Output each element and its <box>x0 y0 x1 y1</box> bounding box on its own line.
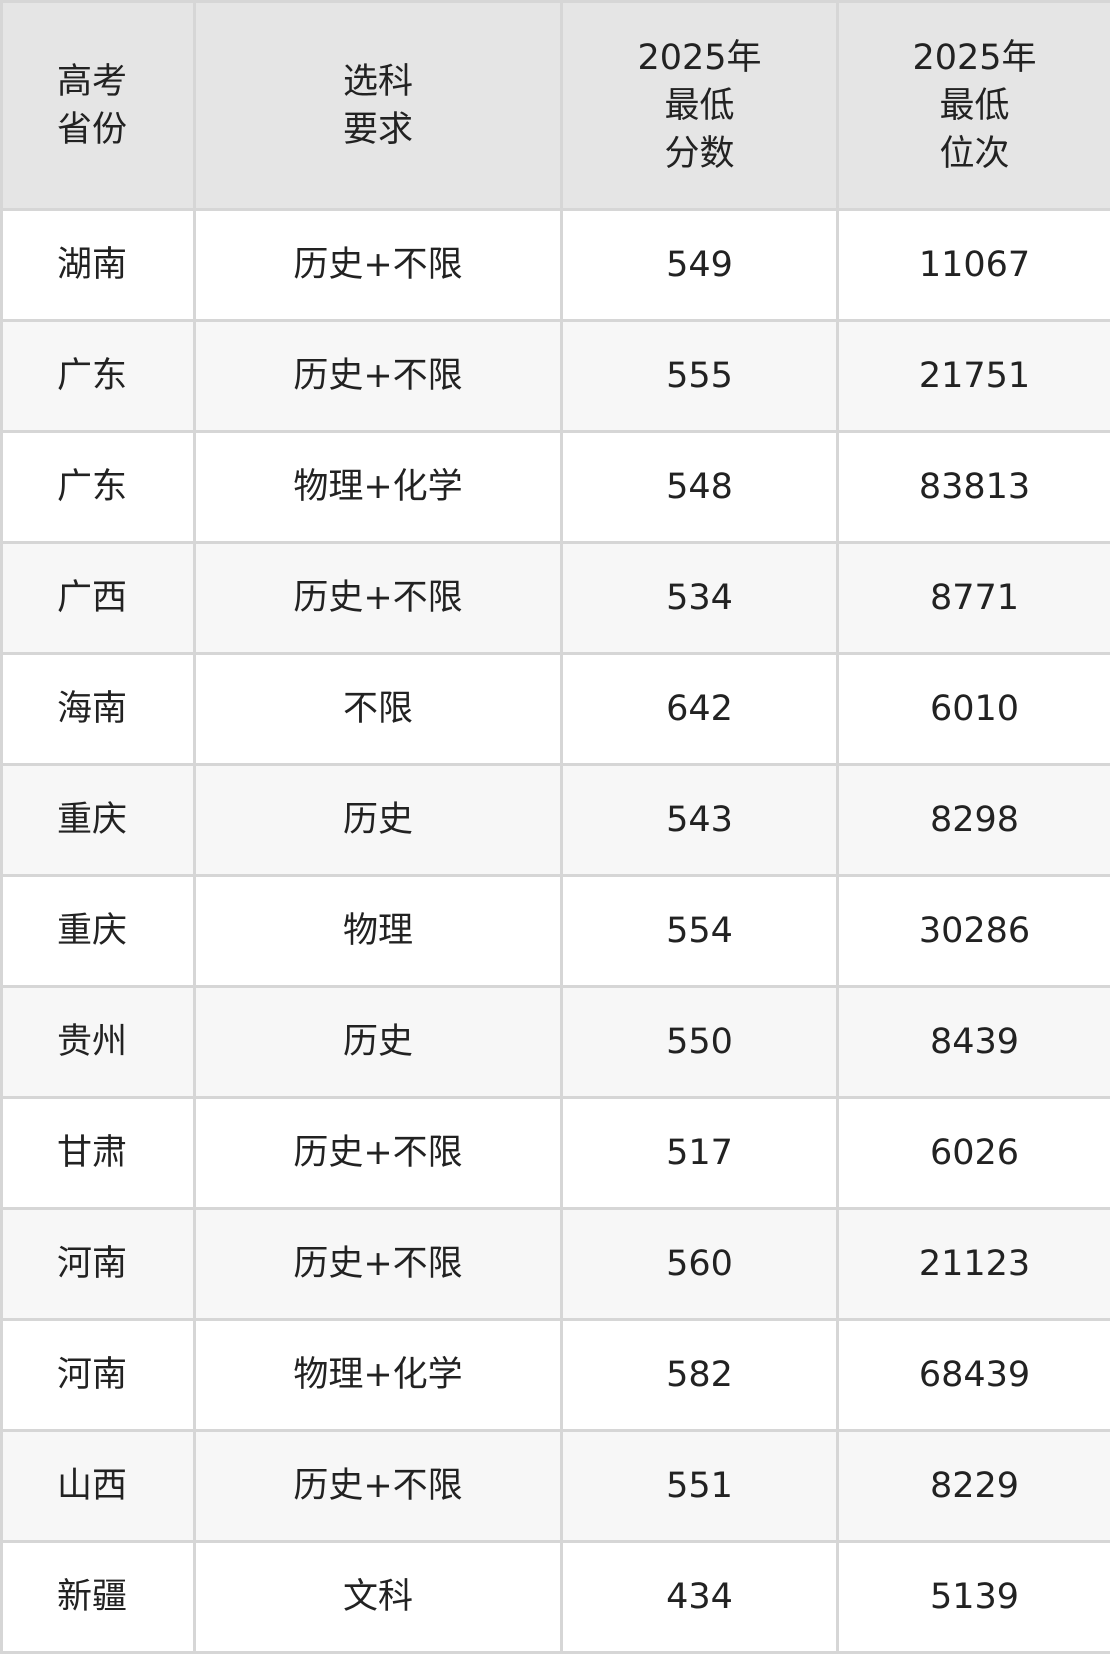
min-score-cell: 554 <box>562 876 838 987</box>
province-cell: 广西 <box>2 543 195 654</box>
min-score-cell: 549 <box>562 210 838 321</box>
min-score-cell: 517 <box>562 1098 838 1209</box>
min-score-cell: 534 <box>562 543 838 654</box>
province-cell: 重庆 <box>2 876 195 987</box>
subject-cell: 物理+化学 <box>195 432 562 543</box>
subject-cell: 历史+不限 <box>195 321 562 432</box>
min-rank-cell: 5139 <box>838 1542 1110 1653</box>
province-cell: 河南 <box>2 1209 195 1320</box>
min-rank-cell: 8439 <box>838 987 1110 1098</box>
subject-cell: 历史+不限 <box>195 210 562 321</box>
province-cell: 河南 <box>2 1320 195 1431</box>
subject-cell: 文科 <box>195 1542 562 1653</box>
min-rank-cell: 83813 <box>838 432 1110 543</box>
header-row: 高考 省份 选科 要求 2025年 最低 分数 2025年 最低 位次 <box>2 2 1110 210</box>
header-min-score: 2025年 最低 分数 <box>562 2 838 210</box>
province-cell: 海南 <box>2 654 195 765</box>
min-rank-cell: 68439 <box>838 1320 1110 1431</box>
header-min-rank: 2025年 最低 位次 <box>838 2 1110 210</box>
province-cell: 重庆 <box>2 765 195 876</box>
min-score-cell: 642 <box>562 654 838 765</box>
province-cell: 山西 <box>2 1431 195 1542</box>
subject-cell: 物理+化学 <box>195 1320 562 1431</box>
min-score-cell: 434 <box>562 1542 838 1653</box>
subject-cell: 不限 <box>195 654 562 765</box>
header-province: 高考 省份 <box>2 2 195 210</box>
subject-cell: 历史+不限 <box>195 543 562 654</box>
min-rank-cell: 21123 <box>838 1209 1110 1320</box>
subject-cell: 历史 <box>195 765 562 876</box>
province-cell: 新疆 <box>2 1542 195 1653</box>
min-rank-cell: 8298 <box>838 765 1110 876</box>
min-rank-cell: 6026 <box>838 1098 1110 1209</box>
min-score-cell: 582 <box>562 1320 838 1431</box>
province-cell: 甘肃 <box>2 1098 195 1209</box>
min-rank-cell: 30286 <box>838 876 1110 987</box>
min-score-cell: 551 <box>562 1431 838 1542</box>
min-score-cell: 560 <box>562 1209 838 1320</box>
min-score-cell: 548 <box>562 432 838 543</box>
min-score-cell: 555 <box>562 321 838 432</box>
min-rank-cell: 11067 <box>838 210 1110 321</box>
min-rank-cell: 8771 <box>838 543 1110 654</box>
min-score-cell: 550 <box>562 987 838 1098</box>
min-rank-cell: 8229 <box>838 1431 1110 1542</box>
subject-cell: 历史+不限 <box>195 1209 562 1320</box>
min-score-cell: 543 <box>562 765 838 876</box>
subject-cell: 历史 <box>195 987 562 1098</box>
min-rank-cell: 21751 <box>838 321 1110 432</box>
subject-cell: 历史+不限 <box>195 1431 562 1542</box>
province-cell: 贵州 <box>2 987 195 1098</box>
province-cell: 广东 <box>2 432 195 543</box>
min-rank-cell: 6010 <box>838 654 1110 765</box>
subject-cell: 物理 <box>195 876 562 987</box>
header-subject-requirement: 选科 要求 <box>195 2 562 210</box>
subject-cell: 历史+不限 <box>195 1098 562 1209</box>
province-cell: 广东 <box>2 321 195 432</box>
province-cell: 湖南 <box>2 210 195 321</box>
